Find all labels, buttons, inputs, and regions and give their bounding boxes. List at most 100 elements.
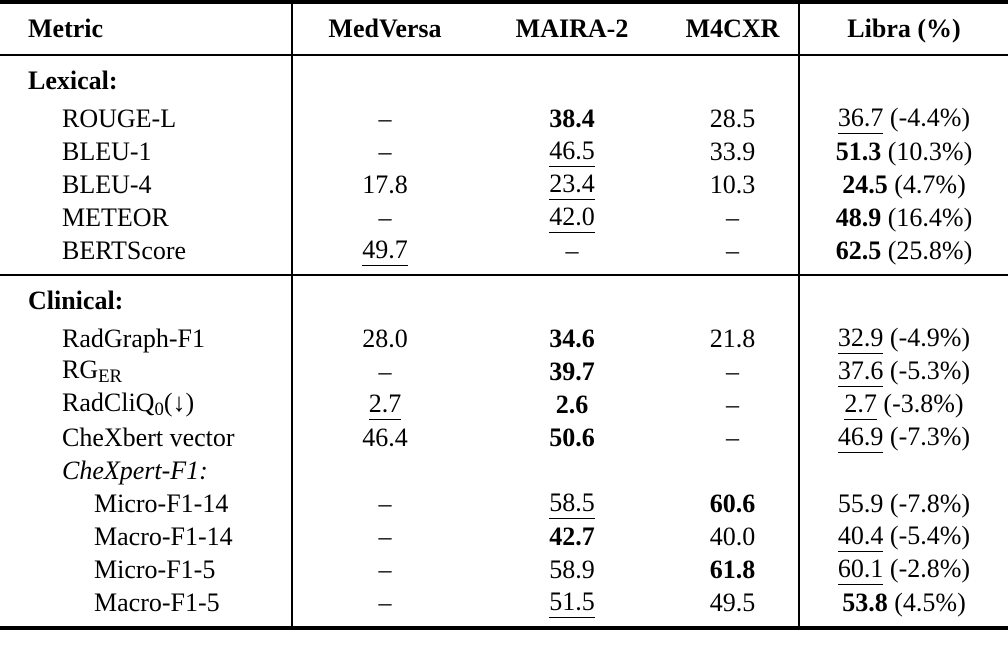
table-cell: 51.3 (10.3%)	[798, 135, 1008, 168]
table-cell	[477, 454, 667, 487]
cell-value: 34.6	[549, 323, 595, 353]
cell-value: 46.9	[837, 422, 884, 453]
cell-percent: (-3.8%)	[883, 389, 964, 419]
cell-value: –	[378, 554, 392, 584]
cell-value: 42.7	[549, 521, 595, 551]
cell-percent: (16.4%)	[887, 202, 973, 232]
table-cell: 34.6	[477, 322, 667, 355]
table-cell	[477, 274, 667, 322]
table-cell: –	[291, 355, 477, 389]
row-label: ROUGE-L	[62, 103, 177, 133]
table-cell: 50.6	[477, 421, 667, 454]
cell-percent: (-7.3%)	[889, 422, 971, 452]
row-label: BLEU-1	[62, 136, 152, 166]
table-row: Micro-F1-5 – 58.9 61.8 60.1 (-2.8%)	[0, 553, 1008, 587]
table-cell: 28.0	[291, 322, 477, 355]
cell-value: 46.5	[549, 136, 595, 167]
row-label-cell: RadGraph-F1	[0, 322, 292, 355]
row-label: BLEU-4	[62, 169, 152, 199]
cell-value: –	[726, 389, 739, 419]
row-label-subscript: 0	[154, 399, 164, 421]
row-label: Micro-F1-14	[94, 488, 229, 518]
table-cell: –	[291, 586, 477, 629]
cell-percent: (10.3%)	[887, 136, 973, 166]
table-cell	[477, 55, 667, 102]
section-row: Lexical:	[0, 55, 1008, 102]
cell-value: 2.7	[844, 389, 877, 420]
row-label: RG	[62, 355, 99, 384]
cell-percent: (4.5%)	[894, 587, 966, 617]
table-row: Macro-F1-14 – 42.7 40.0 40.4 (-5.4%)	[0, 520, 1008, 554]
cell-value: 21.8	[709, 323, 756, 353]
table-cell: –	[667, 388, 799, 421]
row-label: METEOR	[62, 202, 169, 232]
table-row: ROUGE-L – 38.4 28.5 36.7 (-4.4%)	[0, 102, 1008, 135]
cell-value: 58.9	[549, 554, 595, 584]
section-row: Clinical:	[0, 274, 1008, 322]
table-cell: 38.4	[477, 102, 667, 135]
table-cell: 28.5	[667, 102, 799, 135]
cell-percent: (-7.8%)	[889, 488, 971, 518]
cell-percent: (4.7%)	[894, 169, 966, 199]
cell-value: 17.8	[362, 169, 408, 199]
row-label-cell: RGER	[0, 355, 292, 388]
table-cell	[798, 454, 1008, 488]
cell-value: 2.6	[555, 389, 589, 419]
cell-percent: (-5.3%)	[889, 356, 971, 386]
header-m4cxr: M4CXR	[667, 2, 799, 56]
table-row: RadCliQ0(↓) 2.7 2.6 – 2.7 (-3.8%)	[0, 388, 1008, 422]
table-cell: 58.9	[477, 553, 667, 586]
cell-value: –	[378, 202, 392, 232]
table-row: Macro-F1-5 – 51.5 49.5 53.8 (4.5%)	[0, 586, 1008, 629]
cell-value: 61.8	[709, 554, 756, 584]
cell-value: 39.7	[549, 356, 595, 386]
row-label-cell: Lexical:	[0, 55, 292, 102]
cell-value: –	[378, 521, 392, 551]
row-label-cell: RadCliQ0(↓)	[0, 388, 292, 421]
row-label-cell: Macro-F1-14	[0, 520, 292, 553]
cell-percent: (-4.4%)	[889, 103, 971, 133]
cell-value: –	[726, 356, 739, 386]
table-row: RadGraph-F1 28.0 34.6 21.8 32.9 (-4.9%)	[0, 322, 1008, 355]
table-cell: 24.5 (4.7%)	[798, 168, 1008, 201]
cell-value: –	[726, 422, 739, 452]
table-cell: 48.9 (16.4%)	[798, 201, 1008, 234]
row-label: CheXbert vector	[62, 422, 235, 452]
row-label: BERTScore	[62, 235, 187, 265]
row-label: Micro-F1-5	[94, 554, 216, 584]
cell-value: 24.5	[842, 169, 888, 199]
cell-value: 2.7	[368, 389, 402, 420]
table-cell: 62.5 (25.8%)	[798, 234, 1008, 275]
table-cell: 23.4	[477, 168, 667, 201]
table-row: BLEU-1 – 46.5 33.9 51.3 (10.3%)	[0, 135, 1008, 168]
table-cell: –	[477, 234, 667, 275]
table-cell	[667, 274, 799, 322]
table-cell	[667, 454, 799, 487]
cell-value: –	[378, 587, 392, 617]
table-cell: –	[291, 102, 477, 135]
table-cell: 60.1 (-2.8%)	[798, 553, 1008, 587]
table-cell: 17.8	[291, 168, 477, 201]
row-label-cell: Clinical:	[0, 274, 292, 322]
table-cell	[798, 274, 1008, 322]
table-cell: 46.5	[477, 135, 667, 168]
table-cell: 60.6	[667, 487, 799, 520]
cell-value: 46.4	[362, 422, 408, 452]
cell-value: –	[726, 202, 739, 232]
table-cell	[798, 55, 1008, 102]
table-cell: 40.0	[667, 520, 799, 553]
results-table: Metric MedVersa MAIRA-2 M4CXR Libra (%) …	[0, 0, 1008, 631]
cell-value: –	[726, 235, 739, 265]
table-cell	[291, 454, 477, 488]
table-cell: 2.6	[477, 388, 667, 421]
table-cell: 37.6 (-5.3%)	[798, 355, 1008, 389]
row-label-cell: BLEU-1	[0, 135, 292, 168]
table-cell: 42.0	[477, 201, 667, 234]
table-row: BERTScore 49.7 – – 62.5 (25.8%)	[0, 234, 1008, 275]
table-cell: –	[291, 553, 477, 587]
cell-value: 33.9	[709, 136, 756, 166]
table-cell	[291, 274, 477, 322]
cell-value: 51.3	[835, 136, 882, 166]
row-label-suffix: (↓)	[163, 388, 195, 418]
header-libra: Libra (%)	[798, 2, 1008, 56]
